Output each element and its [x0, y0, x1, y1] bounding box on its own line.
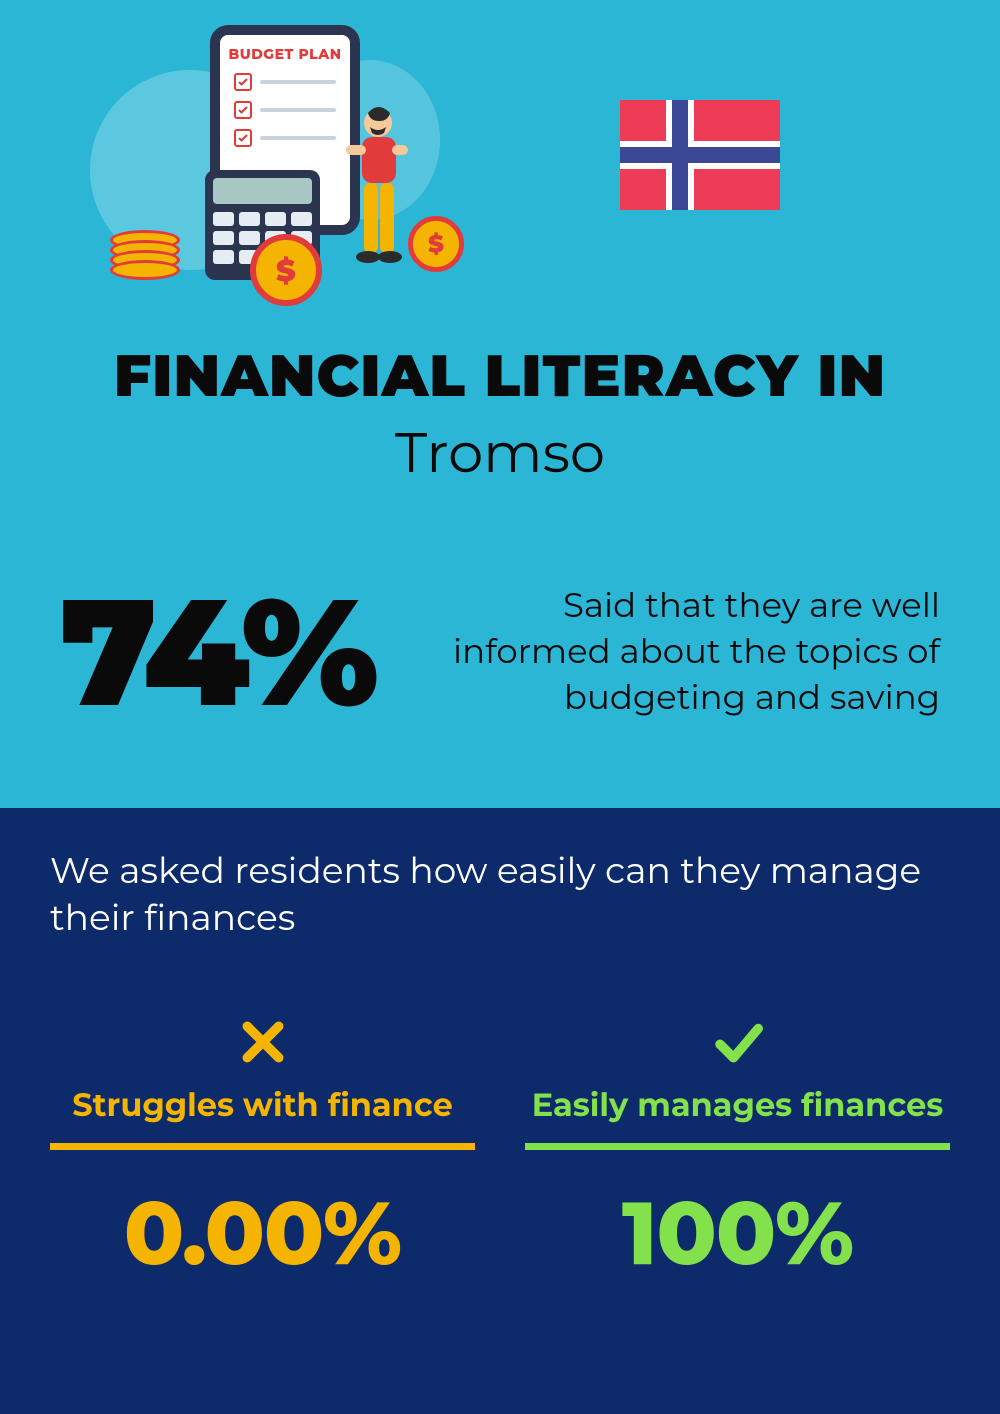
check-icon [234, 129, 252, 147]
line [260, 80, 336, 84]
cross-icon [50, 1012, 475, 1072]
check-icon [525, 1012, 950, 1072]
column-manages: Easily manages finances 100% [525, 1012, 950, 1287]
bottom-section: We asked residents how easily can they m… [0, 808, 1000, 1414]
hero-row: BUDGET PLAN [40, 20, 960, 300]
page-title: FINANCIAL LITERACY IN [40, 340, 960, 411]
column-label: Struggles with finance [50, 1086, 475, 1125]
clipboard-title: BUDGET PLAN [220, 45, 350, 63]
check-icon [234, 101, 252, 119]
results-columns: Struggles with finance 0.00% Easily mana… [50, 1012, 950, 1287]
checklist-row [234, 101, 336, 119]
calculator-screen [213, 178, 312, 204]
check-icon [234, 73, 252, 91]
page-subtitle: Tromso [40, 419, 960, 487]
headline-stat: 74% Said that they are well informed abo… [40, 577, 960, 727]
column-value: 100% [525, 1180, 950, 1287]
column-rule [50, 1143, 475, 1150]
column-value: 0.00% [50, 1180, 475, 1287]
line [260, 136, 336, 140]
coin-icon: $ [408, 216, 464, 272]
headline-description: Said that they are well informed about t… [425, 583, 940, 721]
column-label: Easily manages finances [525, 1086, 950, 1125]
coin-icon: $ [250, 234, 322, 306]
person-illustration [340, 105, 410, 285]
survey-question: We asked residents how easily can they m… [50, 848, 950, 942]
line [260, 108, 336, 112]
top-section: BUDGET PLAN [0, 0, 1000, 808]
checklist-row [234, 129, 336, 147]
title-block: FINANCIAL LITERACY IN Tromso [40, 340, 960, 487]
budget-illustration: BUDGET PLAN [80, 20, 460, 300]
column-rule [525, 1143, 950, 1150]
norway-flag-icon [620, 100, 780, 215]
headline-percent: 74% [60, 577, 375, 727]
coin-stack [110, 240, 180, 280]
column-struggles: Struggles with finance 0.00% [50, 1012, 475, 1287]
checklist-row [234, 73, 336, 91]
